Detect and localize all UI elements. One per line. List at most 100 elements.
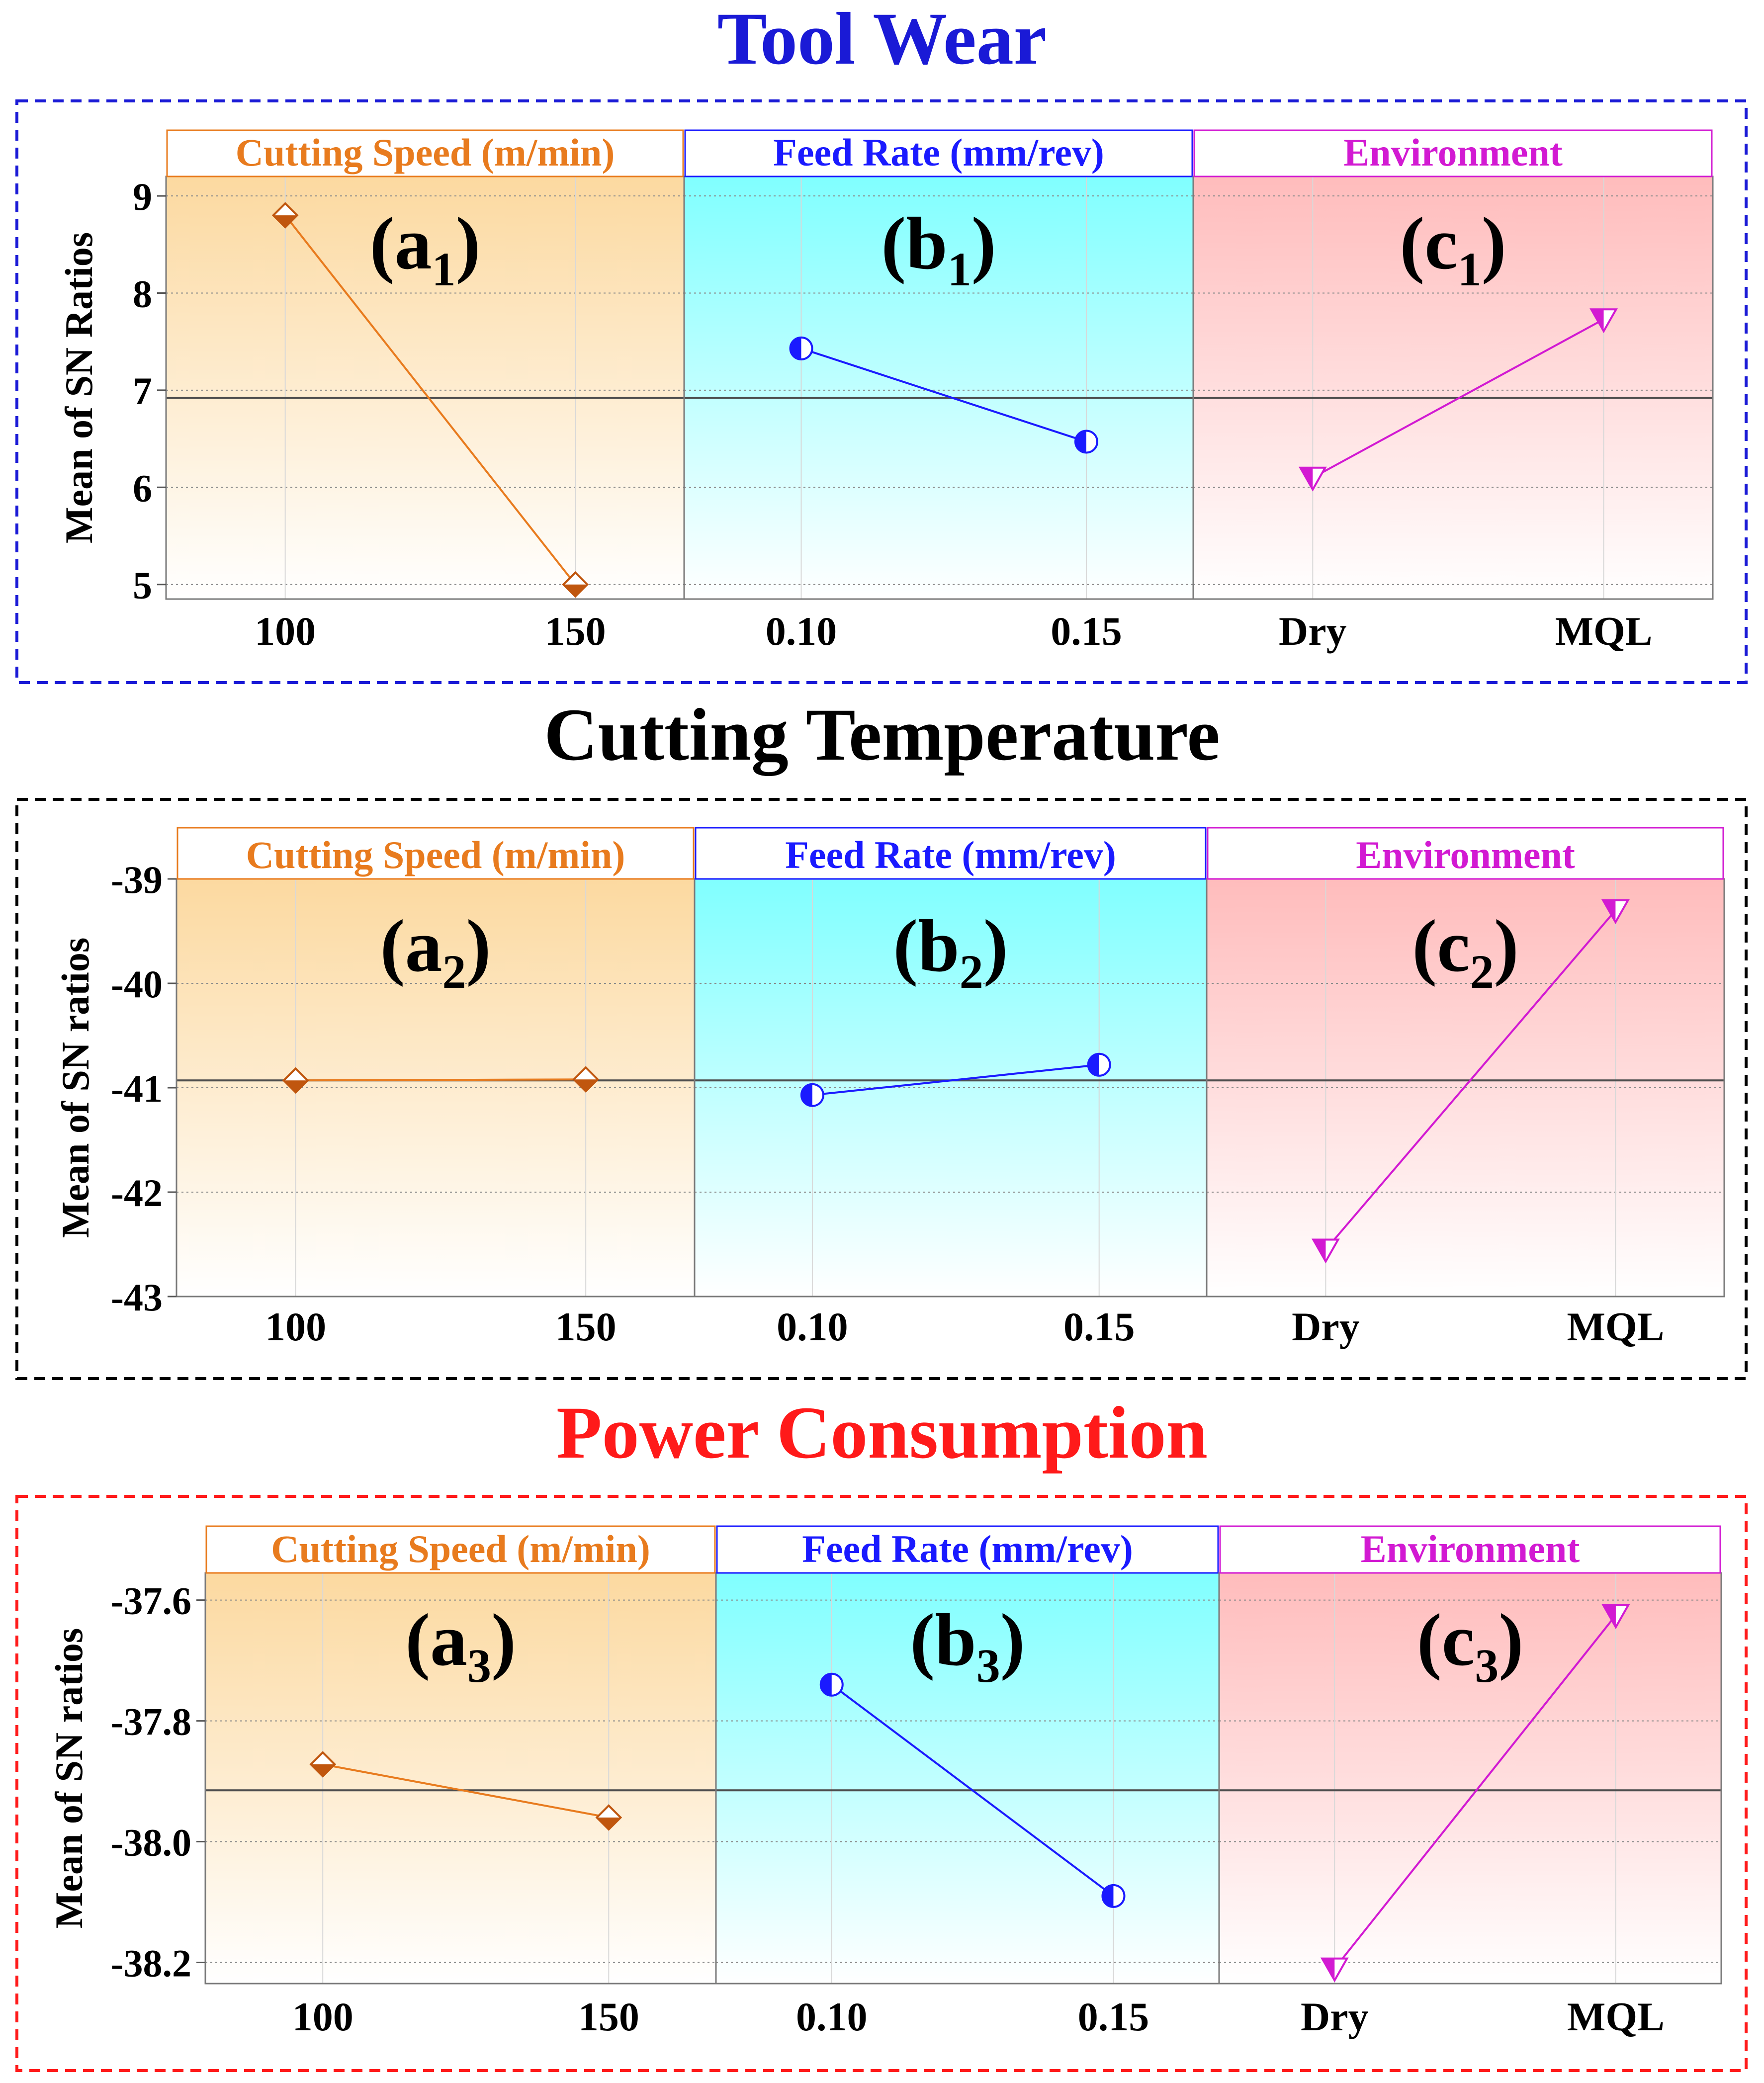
panel-label: (c2) [1412, 905, 1518, 998]
panel-feed: Feed Rate (mm/rev) (b2) 0.10 0.15 [694, 827, 1208, 1349]
y-tick-label: -38.2 [111, 1941, 191, 1985]
data-point [1101, 1884, 1126, 1908]
chart-title: Tool Wear [717, 0, 1047, 80]
x-tick-label: Dry [1279, 608, 1347, 654]
panel-label-close: ) [1499, 1599, 1523, 1681]
panel-header-box [176, 827, 695, 880]
panel-header-text: Feed Rate (mm/rev) [785, 833, 1116, 876]
panel-label-close: ) [971, 202, 996, 285]
y-axis-label: Mean of SN Ratios [57, 232, 100, 543]
panel-label: (b3) [910, 1599, 1025, 1692]
panel-label-main: (c [1417, 1599, 1475, 1681]
data-point [271, 202, 299, 229]
data-point-fill [1603, 1605, 1616, 1628]
x-tick-label: 0.15 [1078, 1994, 1149, 2039]
panel-speed: Cutting Speed (m/min) (a3) 100 150 [204, 1525, 717, 2039]
panel-label-main: (c [1400, 202, 1458, 285]
y-tick-label: -40 [111, 962, 163, 1006]
data-point [1074, 430, 1098, 454]
x-tick-label: 100 [265, 1304, 326, 1349]
data-point-fill [283, 1080, 308, 1093]
y-axis-label: Mean of SN ratios [54, 938, 97, 1238]
data-point [789, 336, 813, 360]
chart-title: Power Consumption [556, 1391, 1208, 1474]
panel-feed: Feed Rate (mm/rev) (b1) 0.10 0.15 [683, 129, 1194, 654]
series-line [812, 1063, 1099, 1096]
data-point-fill [273, 215, 297, 228]
data-point-fill [1603, 900, 1616, 922]
panel-label-subscript: 2 [1470, 945, 1494, 998]
data-point-fill [790, 337, 801, 359]
data-point [1601, 1604, 1630, 1630]
data-point-fill [597, 1817, 621, 1829]
series-line [1324, 909, 1616, 1250]
panel-label-main: (a [380, 905, 442, 987]
y-tick-label: 8 [133, 272, 152, 315]
y-tick-label: -42 [111, 1171, 163, 1215]
panel-header-box [1193, 129, 1713, 177]
y-tick-label: 7 [133, 369, 152, 413]
x-tick-label: 0.15 [1051, 608, 1122, 654]
data-point [1298, 466, 1327, 492]
data-point [819, 1672, 844, 1697]
panel-background [1219, 1573, 1721, 1984]
panel-header-box [166, 129, 684, 177]
panel-header-text: Environment [1356, 833, 1575, 876]
data-point [309, 1751, 337, 1778]
series-line [1312, 318, 1604, 479]
x-tick-label: MQL [1555, 608, 1653, 654]
chart-cutting_temperature: Cutting Temperature Cutting Speed (m/min)… [15, 694, 1748, 1380]
chart-power_consumption: Power Consumption Cutting Speed (m/min) (a… [15, 1391, 1748, 2072]
data-point [282, 1067, 309, 1094]
y-tick-label: -41 [111, 1067, 163, 1110]
panel-label-close: ) [491, 1599, 516, 1681]
panel-label-subscript: 1 [432, 243, 456, 296]
panel-speed: Cutting Speed (m/min) (a2) 100 150 [176, 827, 696, 1349]
dashed-frame [15, 1495, 1748, 2072]
y-tick-label: 5 [133, 564, 152, 607]
panel-header-text: Environment [1361, 1527, 1580, 1570]
y-axis-label: Mean of SN ratios [47, 1628, 90, 1928]
x-tick-label: 150 [545, 608, 606, 654]
panel-label-close: ) [1482, 202, 1506, 285]
y-tick-label: -37.8 [111, 1700, 191, 1743]
x-tick-label: 100 [255, 608, 316, 654]
y-tick-label: -39 [111, 858, 163, 901]
panel-env: Environment (c2) Dry MQL [1206, 827, 1725, 1349]
panel-header-box [695, 827, 1207, 880]
panel-header-text: Feed Rate (mm/rev) [802, 1527, 1133, 1570]
panel-label-main: (b [881, 202, 947, 285]
panel-label: (a1) [370, 202, 481, 296]
x-tick-label: 150 [555, 1304, 617, 1349]
series-line [1333, 1614, 1617, 1969]
panel-label: (c1) [1400, 202, 1506, 296]
panel-label: (b2) [893, 905, 1008, 998]
panel-label-main: (a [405, 1599, 467, 1681]
panel-label: (c3) [1417, 1599, 1523, 1692]
y-tick-label: -38.0 [111, 1821, 191, 1864]
data-point [1320, 1957, 1349, 1983]
panel-label: (a2) [380, 905, 491, 998]
x-tick-label: MQL [1567, 1994, 1665, 2039]
series-line [800, 347, 1087, 443]
panel-label-subscript: 2 [960, 945, 983, 998]
data-point [1601, 899, 1630, 925]
x-tick-label: 100 [292, 1994, 353, 2039]
panel-header-box [205, 1525, 716, 1574]
data-point-fill [1102, 1885, 1114, 1907]
panel-label: (a3) [405, 1599, 516, 1692]
data-point-fill [311, 1764, 335, 1777]
panel-header-text: Cutting Speed (m/min) [271, 1527, 650, 1570]
panel-label-subscript: 1 [948, 243, 971, 296]
panel-background [1193, 176, 1713, 599]
data-point [800, 1083, 824, 1107]
panel-label-subscript: 3 [976, 1639, 1000, 1692]
panel-label-subscript: 3 [1475, 1639, 1499, 1692]
data-point [562, 571, 589, 598]
panel-label: (b1) [881, 202, 996, 296]
panel-label-main: (c [1412, 905, 1470, 987]
panel-label-close: ) [456, 202, 481, 285]
x-tick-label: 0.15 [1063, 1304, 1135, 1349]
chart-title: Cutting Temperature [544, 694, 1220, 776]
